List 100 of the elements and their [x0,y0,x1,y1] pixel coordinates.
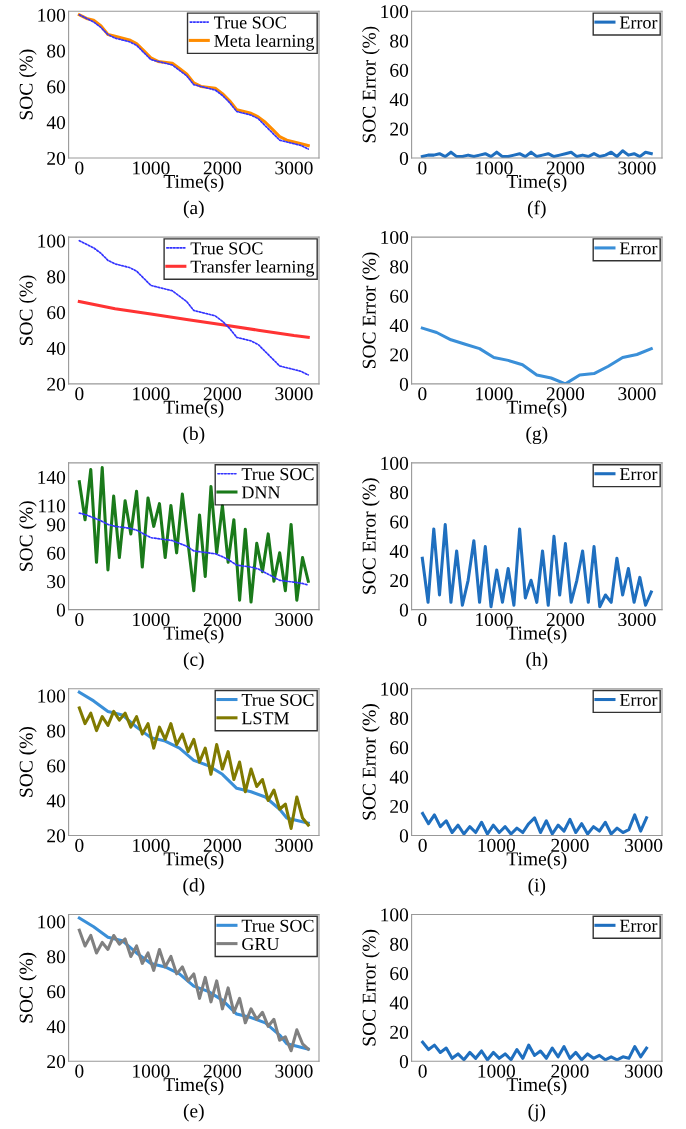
y-tick-label: 0 [399,1055,409,1069]
x-tick-label: 0 [75,1064,84,1078]
x-tick-label: 0 [75,387,84,401]
y-tick-label: 20 [390,348,409,362]
y-tick-label: 20 [390,122,409,136]
y-tick-label: 80 [390,486,409,500]
y-tick-label: 60 [390,289,409,303]
legend-label: True SOC [214,16,286,29]
x-tick-label: 3000 [275,387,313,401]
y-axis-title: SOC (%) [19,952,37,1023]
x-tick-label: 2000 [203,161,242,175]
x-tick-label: 1000 [133,387,170,401]
y-tick-label: 80 [390,34,409,48]
y-tick-label: 60 [47,985,66,999]
legend-label: Error [619,919,658,932]
x-axis-title: Time(s) [163,1077,224,1096]
y-axis-title: SOC (%) [19,501,37,571]
y-tick-label: 40 [389,544,409,558]
y-tick-label: 60 [390,515,409,529]
y-tick-label: 0 [56,603,66,617]
x-tick-label: 1000 [478,838,515,852]
y-axis-title: SOC Error (%) [362,704,380,820]
y-tick-label: 20 [390,799,409,814]
legend-label: Error [619,468,658,481]
text: (b) [183,426,205,445]
y-tick-label: 0 [399,151,409,165]
y-tick-label: 90 [47,518,66,532]
y-tick-label: 20 [47,151,66,165]
y-tick-label: 20 [47,377,66,391]
y-tick-label: 60 [47,80,66,94]
y-tick-label: 40 [46,794,66,808]
x-tick-label: 3000 [275,1064,313,1078]
line-series [421,811,649,836]
y-tick-label: 0 [399,829,409,843]
y-tick-label: 100 [381,456,409,470]
x-tick-label: 2000 [551,838,589,852]
y-tick-label: 60 [390,63,409,77]
text: (f) [527,200,546,219]
x-tick-label: 3000 [625,1064,663,1078]
legend-label: GRU [242,937,280,951]
x-tick-label: 3000 [618,613,656,627]
x-tick-label: 3000 [275,161,313,175]
x-axis-title: Time(s) [506,400,567,418]
y-tick-label: 20 [47,1055,66,1069]
x-tick-label: 0 [75,838,84,852]
line-series [421,1040,649,1062]
x-tick-label: 2000 [203,1064,242,1078]
y-tick-label: 80 [390,711,409,725]
x-tick-label: 1000 [476,387,513,401]
x-tick-label: 1000 [476,613,513,627]
text: (h) [526,652,548,670]
y-tick-label: 30 [47,575,66,589]
legend-label: True SOC [241,919,314,932]
y-tick-label: 20 [390,574,409,588]
x-tick-label: 0 [418,613,427,627]
x-tick-label: 1000 [133,1064,170,1078]
y-tick-label: 80 [390,260,409,274]
y-tick-label: 100 [381,682,409,696]
y-tick-label: 100 [381,230,409,245]
x-tick-label: 0 [418,838,427,852]
legend-label: True SOC [241,693,314,707]
x-axis-title: Time(s) [506,174,567,192]
y-axis-title: SOC Error (%) [362,26,380,143]
x-tick-label: 3000 [618,161,656,175]
y-tick-label: 140 [38,470,66,485]
y-tick-label: 110 [39,499,66,513]
x-tick-label: 1000 [478,1064,515,1078]
text: (i) [528,878,546,896]
x-tick-label: 1000 [133,613,170,627]
text: (e) [183,1103,204,1122]
x-axis-title: Time(s) [506,625,567,644]
y-tick-label: 100 [381,5,409,19]
x-axis-title: Time(s) [506,851,567,870]
y-tick-label: 0 [399,603,409,617]
y-tick-label: 80 [47,270,66,284]
x-tick-label: 2000 [203,387,242,401]
y-tick-label: 80 [47,724,66,738]
legend-label: Transfer learning [190,259,315,277]
x-tick-label: 0 [75,613,84,627]
x-tick-label: 0 [418,387,427,401]
line-series [420,523,653,609]
x-tick-label: 0 [418,1064,427,1078]
y-tick-label: 40 [46,341,66,355]
line-series [420,326,653,384]
legend-label: LSTM [241,712,290,725]
x-tick-label: 0 [75,161,84,175]
y-tick-label: 100 [38,915,66,929]
y-tick-label: 20 [390,1025,409,1039]
x-tick-label: 2000 [551,1064,589,1078]
x-axis-title: Time(s) [506,1077,567,1096]
y-tick-label: 40 [389,93,409,107]
x-tick-label: 3000 [625,838,663,852]
x-tick-label: 2000 [546,613,585,627]
y-tick-label: 100 [38,234,66,248]
x-tick-label: 1000 [133,838,170,852]
legend-label: Error [619,694,658,707]
x-tick-label: 3000 [275,838,313,852]
x-tick-label: 1000 [476,161,513,175]
y-tick-label: 40 [389,996,409,1010]
legend-label: Error [619,242,658,255]
